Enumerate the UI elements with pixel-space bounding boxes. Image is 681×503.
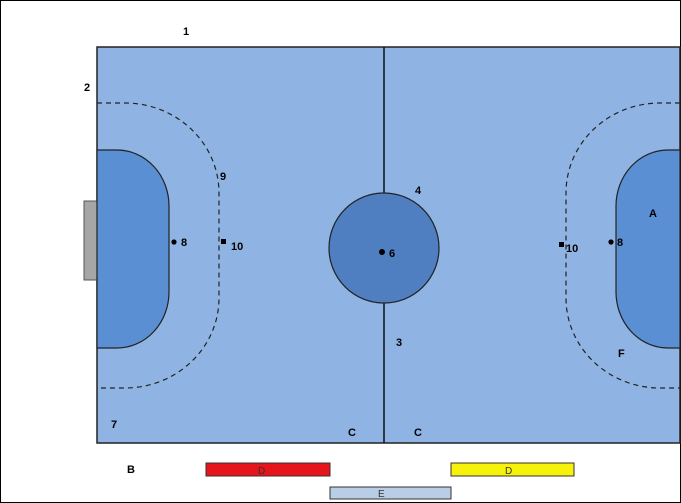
label-10-right: 10 xyxy=(566,243,578,255)
bench-red xyxy=(205,462,331,477)
label-9: 9 xyxy=(220,171,226,183)
label-D-red: D xyxy=(258,466,265,477)
left-free-throw-line xyxy=(97,102,220,389)
label-C-left: C xyxy=(348,427,356,439)
left-mark-8 xyxy=(171,239,177,245)
label-B: B xyxy=(127,464,135,476)
left-goal xyxy=(83,200,98,281)
bench-yellow xyxy=(450,462,575,477)
label-D-yellow: D xyxy=(505,466,512,477)
left-mark-10 xyxy=(221,239,226,244)
right-goal-area xyxy=(615,149,681,349)
label-8-left: 8 xyxy=(181,237,187,249)
center-circle xyxy=(328,192,440,304)
label-8-right: 8 xyxy=(617,237,623,249)
label-2: 2 xyxy=(84,82,90,94)
label-4: 4 xyxy=(415,185,422,197)
left-goal-area xyxy=(96,149,170,349)
label-E: E xyxy=(378,489,385,500)
label-7: 7 xyxy=(111,419,117,431)
scorer-table xyxy=(329,486,452,500)
label-F: F xyxy=(618,348,625,360)
label-3: 3 xyxy=(396,337,402,349)
right-mark-8 xyxy=(608,239,614,245)
center-spot xyxy=(379,249,385,255)
right-mark-10 xyxy=(559,242,564,247)
label-C-right: C xyxy=(414,427,422,439)
label-10-left: 10 xyxy=(231,241,243,253)
label-1: 1 xyxy=(183,26,189,38)
label-A: A xyxy=(649,208,657,220)
label-6: 6 xyxy=(389,248,395,260)
right-free-throw-line xyxy=(565,102,680,389)
